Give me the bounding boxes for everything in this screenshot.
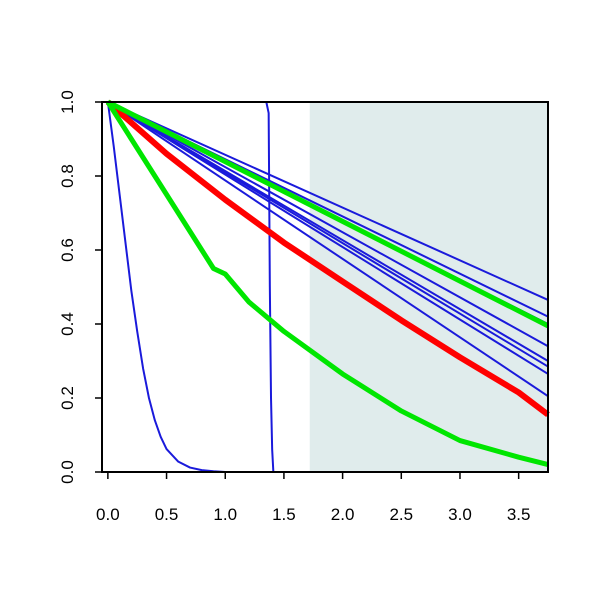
x-tick-label: 0.0 (96, 505, 120, 524)
x-tick-label: 1.5 (272, 505, 296, 524)
x-tick-label: 2.0 (331, 505, 355, 524)
series-line-11 (105, 99, 550, 418)
axis-layer: 0.0 0.5 1.0 1.5 2.0 2.5 3.0 3.5 0.0 0.2 0.4 0.6 0.8 1… (58, 90, 549, 524)
shaded-region (309, 102, 548, 472)
x-tick-label: 2.5 (389, 505, 413, 524)
y-tick-label: 0.8 (58, 164, 77, 188)
series-line-12 (106, 99, 550, 329)
plot-frame (101, 101, 549, 473)
x-tick-label: 3.0 (448, 505, 472, 524)
shaded-region-layer (309, 102, 548, 472)
series-line-4 (107, 101, 549, 348)
y-tick-label: 0.4 (58, 312, 77, 336)
y-tick-label: 0.0 (58, 460, 77, 484)
series-line-9 (106, 101, 548, 473)
series-line-6 (107, 101, 549, 368)
series-line-1 (107, 101, 549, 301)
y-tick-label: 0.6 (58, 238, 77, 262)
x-tick-label: 3.5 (507, 505, 531, 524)
series-line-10 (107, 101, 548, 473)
series-line-13 (105, 100, 549, 468)
y-tick-label: 0.2 (58, 386, 77, 410)
x-tick-label: 0.5 (155, 505, 179, 524)
series-line-8 (107, 101, 549, 397)
y-tick-label: 1.0 (58, 90, 77, 114)
series-layer (105, 99, 550, 473)
series-line-7 (107, 101, 549, 375)
x-tick-label: 1.0 (213, 505, 237, 524)
